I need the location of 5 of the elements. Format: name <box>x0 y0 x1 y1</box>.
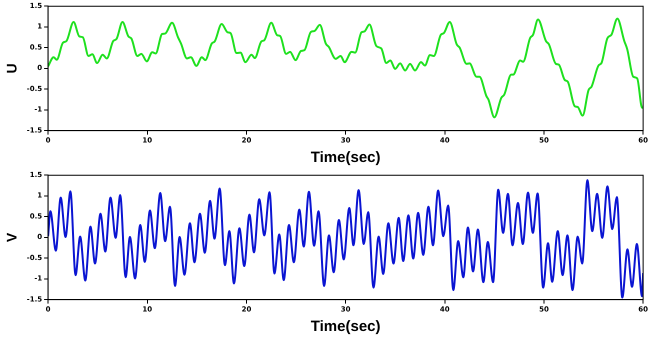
x-axis-title: Time(sec) <box>310 149 380 166</box>
x-axis-title: Time(sec) <box>310 318 380 336</box>
line-series <box>48 18 644 118</box>
y-axis-title: U <box>3 63 20 74</box>
y-axis-title: V <box>3 232 20 242</box>
